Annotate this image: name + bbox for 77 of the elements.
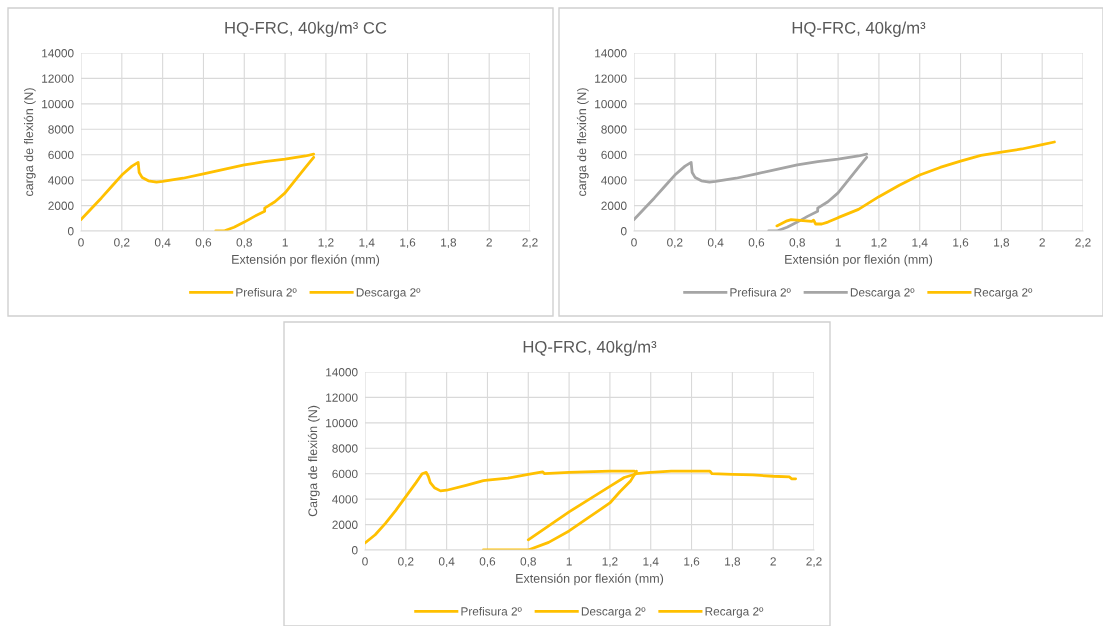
x-tick-label: 0,2 <box>398 557 414 568</box>
x-tick-label: 1,2 <box>871 238 887 249</box>
x-tick-label: 1,8 <box>441 238 457 249</box>
legend-label: Descarga 2º <box>581 607 646 618</box>
y-tick-label: 10000 <box>42 99 74 109</box>
y-axis-title: carga de flexión (N) <box>23 88 36 196</box>
legend-label: Descarga 2º <box>356 288 421 299</box>
x-tick-label: 0 <box>631 238 637 247</box>
x-tick-label: 1 <box>282 238 288 247</box>
x-axis-title: Extensión por flexión (mm) <box>232 254 380 267</box>
y-tick-label: 0 <box>620 227 627 236</box>
y-tick-label: 0 <box>67 227 74 236</box>
x-tick-label: 1 <box>566 557 572 566</box>
x-tick-label: 1,6 <box>400 238 416 249</box>
x-tick-label: 1,4 <box>359 238 375 249</box>
x-tick-label: 0,8 <box>236 238 252 249</box>
y-tick-label: 10000 <box>595 99 627 109</box>
x-tick-label: 0,8 <box>789 238 805 249</box>
x-tick-label: 2,2 <box>806 557 822 568</box>
y-tick-label: 2000 <box>48 201 74 210</box>
x-tick-label: 0,8 <box>520 557 536 568</box>
legend-label: Prefisura 2º <box>236 287 297 297</box>
y-tick-label: 12000 <box>42 74 74 83</box>
y-axis-title: Carga de flexión (N) <box>307 405 320 517</box>
y-tick-label: 4000 <box>332 495 358 504</box>
x-tick-label: 0,2 <box>114 238 130 249</box>
x-tick-label: 1,8 <box>994 238 1010 249</box>
y-tick-label: 8000 <box>601 125 627 134</box>
x-tick-label: 1 <box>835 238 841 247</box>
y-tick-label: 0 <box>351 546 358 555</box>
x-tick-label: 0,6 <box>748 238 765 249</box>
legend-label: Prefisura 2º <box>730 287 791 297</box>
x-axis-title: Extensión por flexión (mm) <box>785 254 933 267</box>
x-tick-label: 2,2 <box>522 238 538 249</box>
y-tick-label: 14000 <box>326 368 358 377</box>
x-tick-label: 0,2 <box>667 238 683 249</box>
x-tick-label: 0,6 <box>479 557 496 568</box>
y-tick-label: 2000 <box>332 520 358 529</box>
legend-label: Recarga 2º <box>705 607 764 618</box>
legend-label: Descarga 2º <box>850 288 915 299</box>
x-axis-title: Extensión por flexión (mm) <box>516 573 664 586</box>
y-tick-label: 12000 <box>595 74 627 83</box>
x-tick-label: 1,4 <box>912 238 928 249</box>
x-tick-label: 2 <box>486 238 492 247</box>
y-tick-label: 6000 <box>48 150 74 160</box>
x-tick-label: 0 <box>362 557 368 566</box>
x-tick-label: 1,4 <box>643 557 659 568</box>
y-tick-label: 6000 <box>601 150 627 160</box>
x-tick-label: 2,2 <box>1075 238 1091 249</box>
y-tick-label: 12000 <box>326 393 358 402</box>
y-tick-label: 4000 <box>48 176 74 185</box>
x-tick-label: 1,2 <box>318 238 334 249</box>
legend-label: Prefisura 2º <box>461 606 522 616</box>
y-tick-label: 6000 <box>332 469 358 479</box>
x-tick-label: 0 <box>78 238 84 247</box>
y-tick-label: 14000 <box>42 49 74 58</box>
legend-label: Recarga 2º <box>974 288 1033 299</box>
y-tick-label: 8000 <box>48 125 74 134</box>
x-tick-label: 1,6 <box>684 557 700 568</box>
x-tick-label: 1,6 <box>953 238 969 249</box>
y-axis-title: carga de flexión (N) <box>576 88 589 196</box>
chart-title: HQ-FRC, 40kg/m³ <box>523 340 657 357</box>
y-tick-label: 14000 <box>595 49 627 58</box>
x-tick-label: 0,4 <box>438 557 455 568</box>
x-tick-label: 2 <box>1039 238 1045 247</box>
y-tick-label: 2000 <box>601 201 627 210</box>
x-tick-label: 0,6 <box>195 238 212 249</box>
x-tick-label: 2 <box>770 557 776 566</box>
x-tick-label: 0,4 <box>154 238 171 249</box>
x-tick-label: 1,2 <box>602 557 618 568</box>
chart-title: HQ-FRC, 40kg/m³ CC <box>225 21 387 38</box>
y-tick-label: 10000 <box>326 418 358 428</box>
y-tick-label: 8000 <box>332 444 358 453</box>
y-tick-label: 4000 <box>601 176 627 185</box>
x-tick-label: 1,8 <box>725 557 741 568</box>
x-tick-label: 0,4 <box>707 238 724 249</box>
chart-title: HQ-FRC, 40kg/m³ <box>792 21 926 38</box>
